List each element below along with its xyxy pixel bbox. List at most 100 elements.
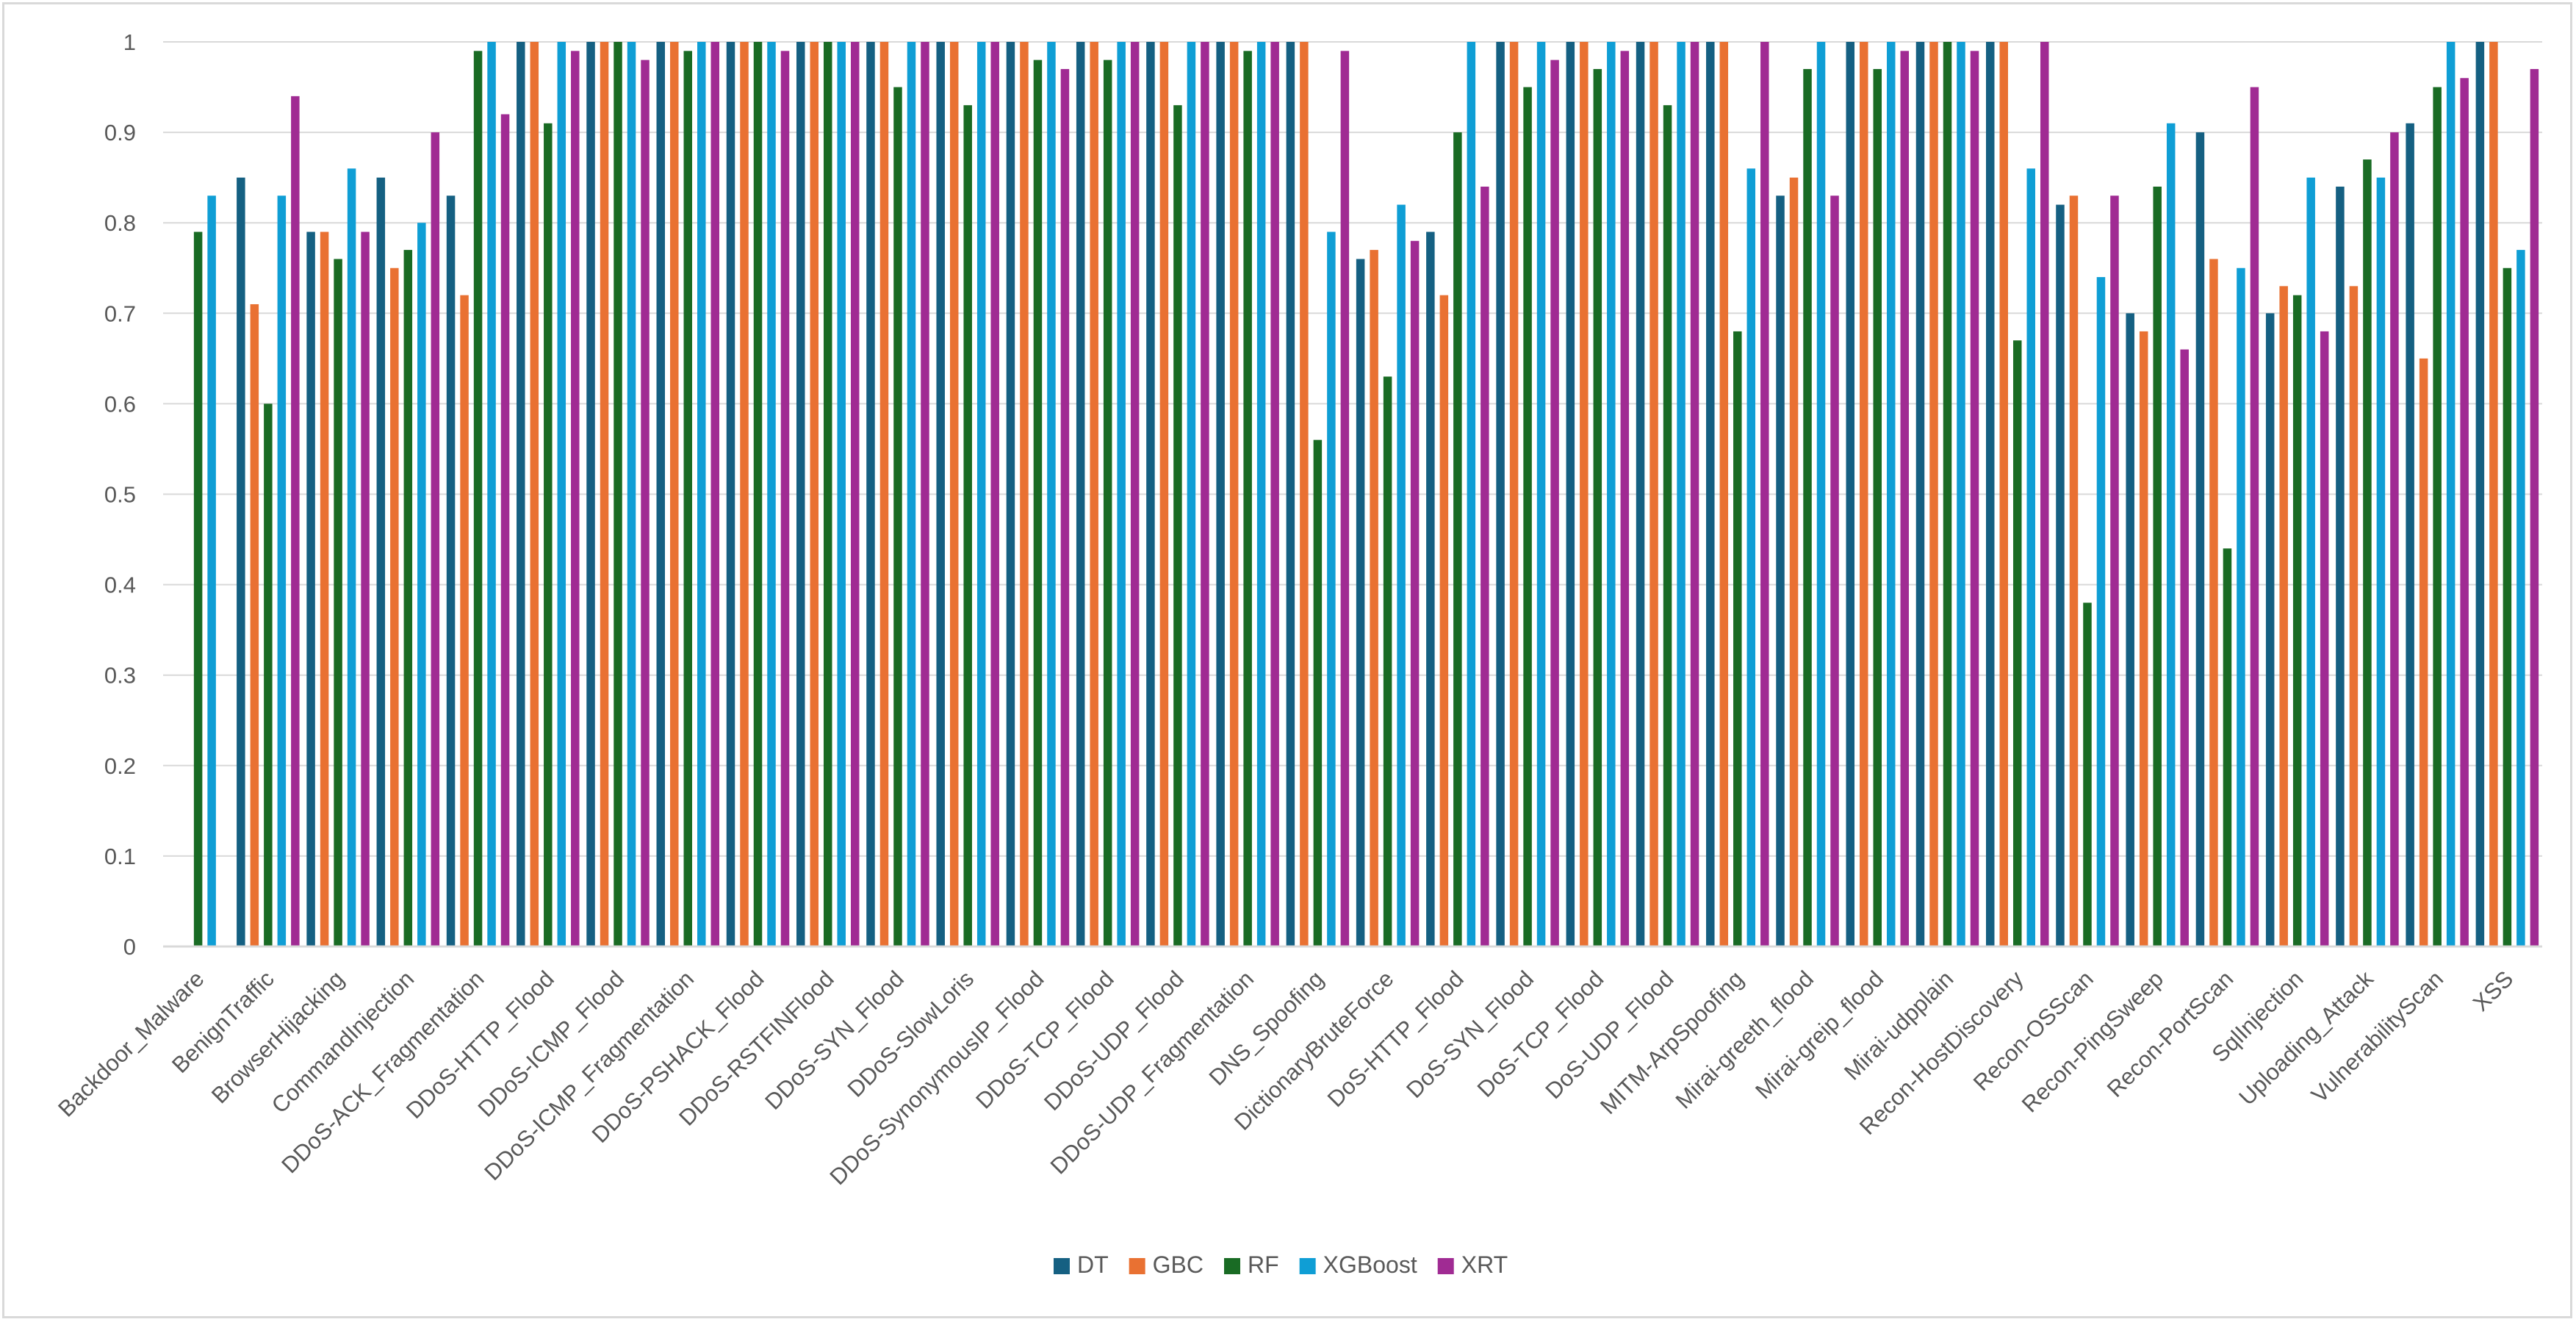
bar [2180, 349, 2189, 946]
bar [1397, 204, 1406, 947]
bar [1970, 51, 1979, 946]
bar [1020, 42, 1029, 946]
bar [1270, 42, 1279, 946]
bar [2530, 68, 2539, 946]
bar [697, 42, 706, 946]
bar [586, 42, 595, 946]
legend-swatch [1224, 1258, 1240, 1274]
legend-label: DT [1077, 1251, 1109, 1278]
bar [1439, 295, 1449, 946]
bar [1453, 132, 1462, 947]
bar [1370, 250, 1378, 946]
bar [726, 42, 735, 946]
bar [334, 259, 342, 946]
bar [2475, 42, 2485, 946]
y-tick-label: 0.2 [104, 753, 136, 779]
y-tick-label: 0.7 [104, 301, 136, 326]
bar [376, 177, 386, 946]
bar [627, 42, 636, 946]
bar [473, 51, 483, 946]
bar [2503, 267, 2512, 946]
bar [2279, 286, 2288, 946]
bar [1957, 42, 1965, 946]
bar [517, 42, 525, 946]
bar [1706, 42, 1715, 946]
bar [1620, 51, 1630, 946]
bar [879, 42, 889, 946]
bar [1327, 231, 1336, 946]
bar [2110, 195, 2119, 946]
y-tick-label: 0.8 [104, 210, 136, 236]
bar [823, 42, 832, 946]
bar [1060, 68, 1070, 946]
bar [500, 114, 510, 947]
bar [446, 195, 456, 946]
bar [1663, 105, 1672, 946]
bar [2166, 123, 2176, 946]
bar [1887, 42, 1896, 946]
bar [1047, 42, 1056, 946]
bar [1536, 42, 1546, 946]
bar [1803, 68, 1812, 946]
legend-swatch [1054, 1258, 1070, 1274]
bar [767, 42, 776, 946]
bar [2237, 267, 2245, 946]
bar [1900, 51, 1910, 946]
bar [1523, 87, 1532, 946]
bar [1130, 42, 1140, 946]
bar [1816, 42, 1826, 946]
bar [2223, 548, 2232, 946]
bar [1929, 42, 1938, 946]
legend-label: XRT [1461, 1251, 1508, 1278]
bar [2336, 186, 2345, 947]
x-tick-label: DoS-TCP_Flood [1472, 966, 1609, 1102]
bar [544, 123, 553, 946]
bar [2250, 87, 2259, 946]
bar [990, 42, 999, 946]
legend-swatch [1299, 1258, 1316, 1274]
bar [264, 403, 273, 946]
bar [1607, 42, 1616, 946]
bar [347, 168, 356, 947]
bar [710, 42, 720, 946]
bar [1300, 42, 1309, 946]
bar [1760, 42, 1769, 946]
bar [600, 42, 609, 946]
bar [1873, 68, 1882, 946]
bar [571, 51, 580, 946]
bar [306, 231, 315, 946]
bar [2126, 313, 2134, 946]
bar [1566, 42, 1575, 946]
y-tick-label: 1 [123, 29, 136, 55]
bar [2153, 186, 2162, 947]
y-tick-label: 0.5 [104, 482, 136, 508]
y-tick-label: 0 [123, 934, 136, 960]
x-tick-label: Recon-OSScan [1968, 966, 2098, 1096]
bar [1985, 42, 1995, 946]
bar [1776, 195, 1785, 946]
bar [2349, 286, 2359, 946]
bar [2069, 195, 2079, 946]
bar [403, 250, 413, 946]
bar [207, 195, 216, 946]
bar [2195, 132, 2205, 947]
bar [2209, 259, 2218, 946]
bar [2419, 358, 2428, 947]
bar [291, 96, 300, 947]
bar [850, 42, 860, 946]
bar [949, 42, 959, 946]
bar [810, 42, 819, 946]
bar [1229, 42, 1239, 946]
bar [683, 51, 693, 946]
bar [1426, 231, 1435, 946]
bar [1383, 376, 1392, 946]
y-axis-tick-labels: 0 0.1 0.2 0.3 0.4 0.5 0.6 0.7 0.8 0.9 1 [104, 29, 136, 960]
bar [2056, 204, 2065, 947]
bar [1256, 42, 1266, 946]
bar [1915, 42, 1925, 946]
x-tick-label: Mirai-greip_flood [1750, 966, 1888, 1104]
bar [1340, 51, 1350, 946]
legend-swatch [1129, 1258, 1145, 1274]
bar [907, 42, 916, 946]
bar [417, 223, 426, 946]
